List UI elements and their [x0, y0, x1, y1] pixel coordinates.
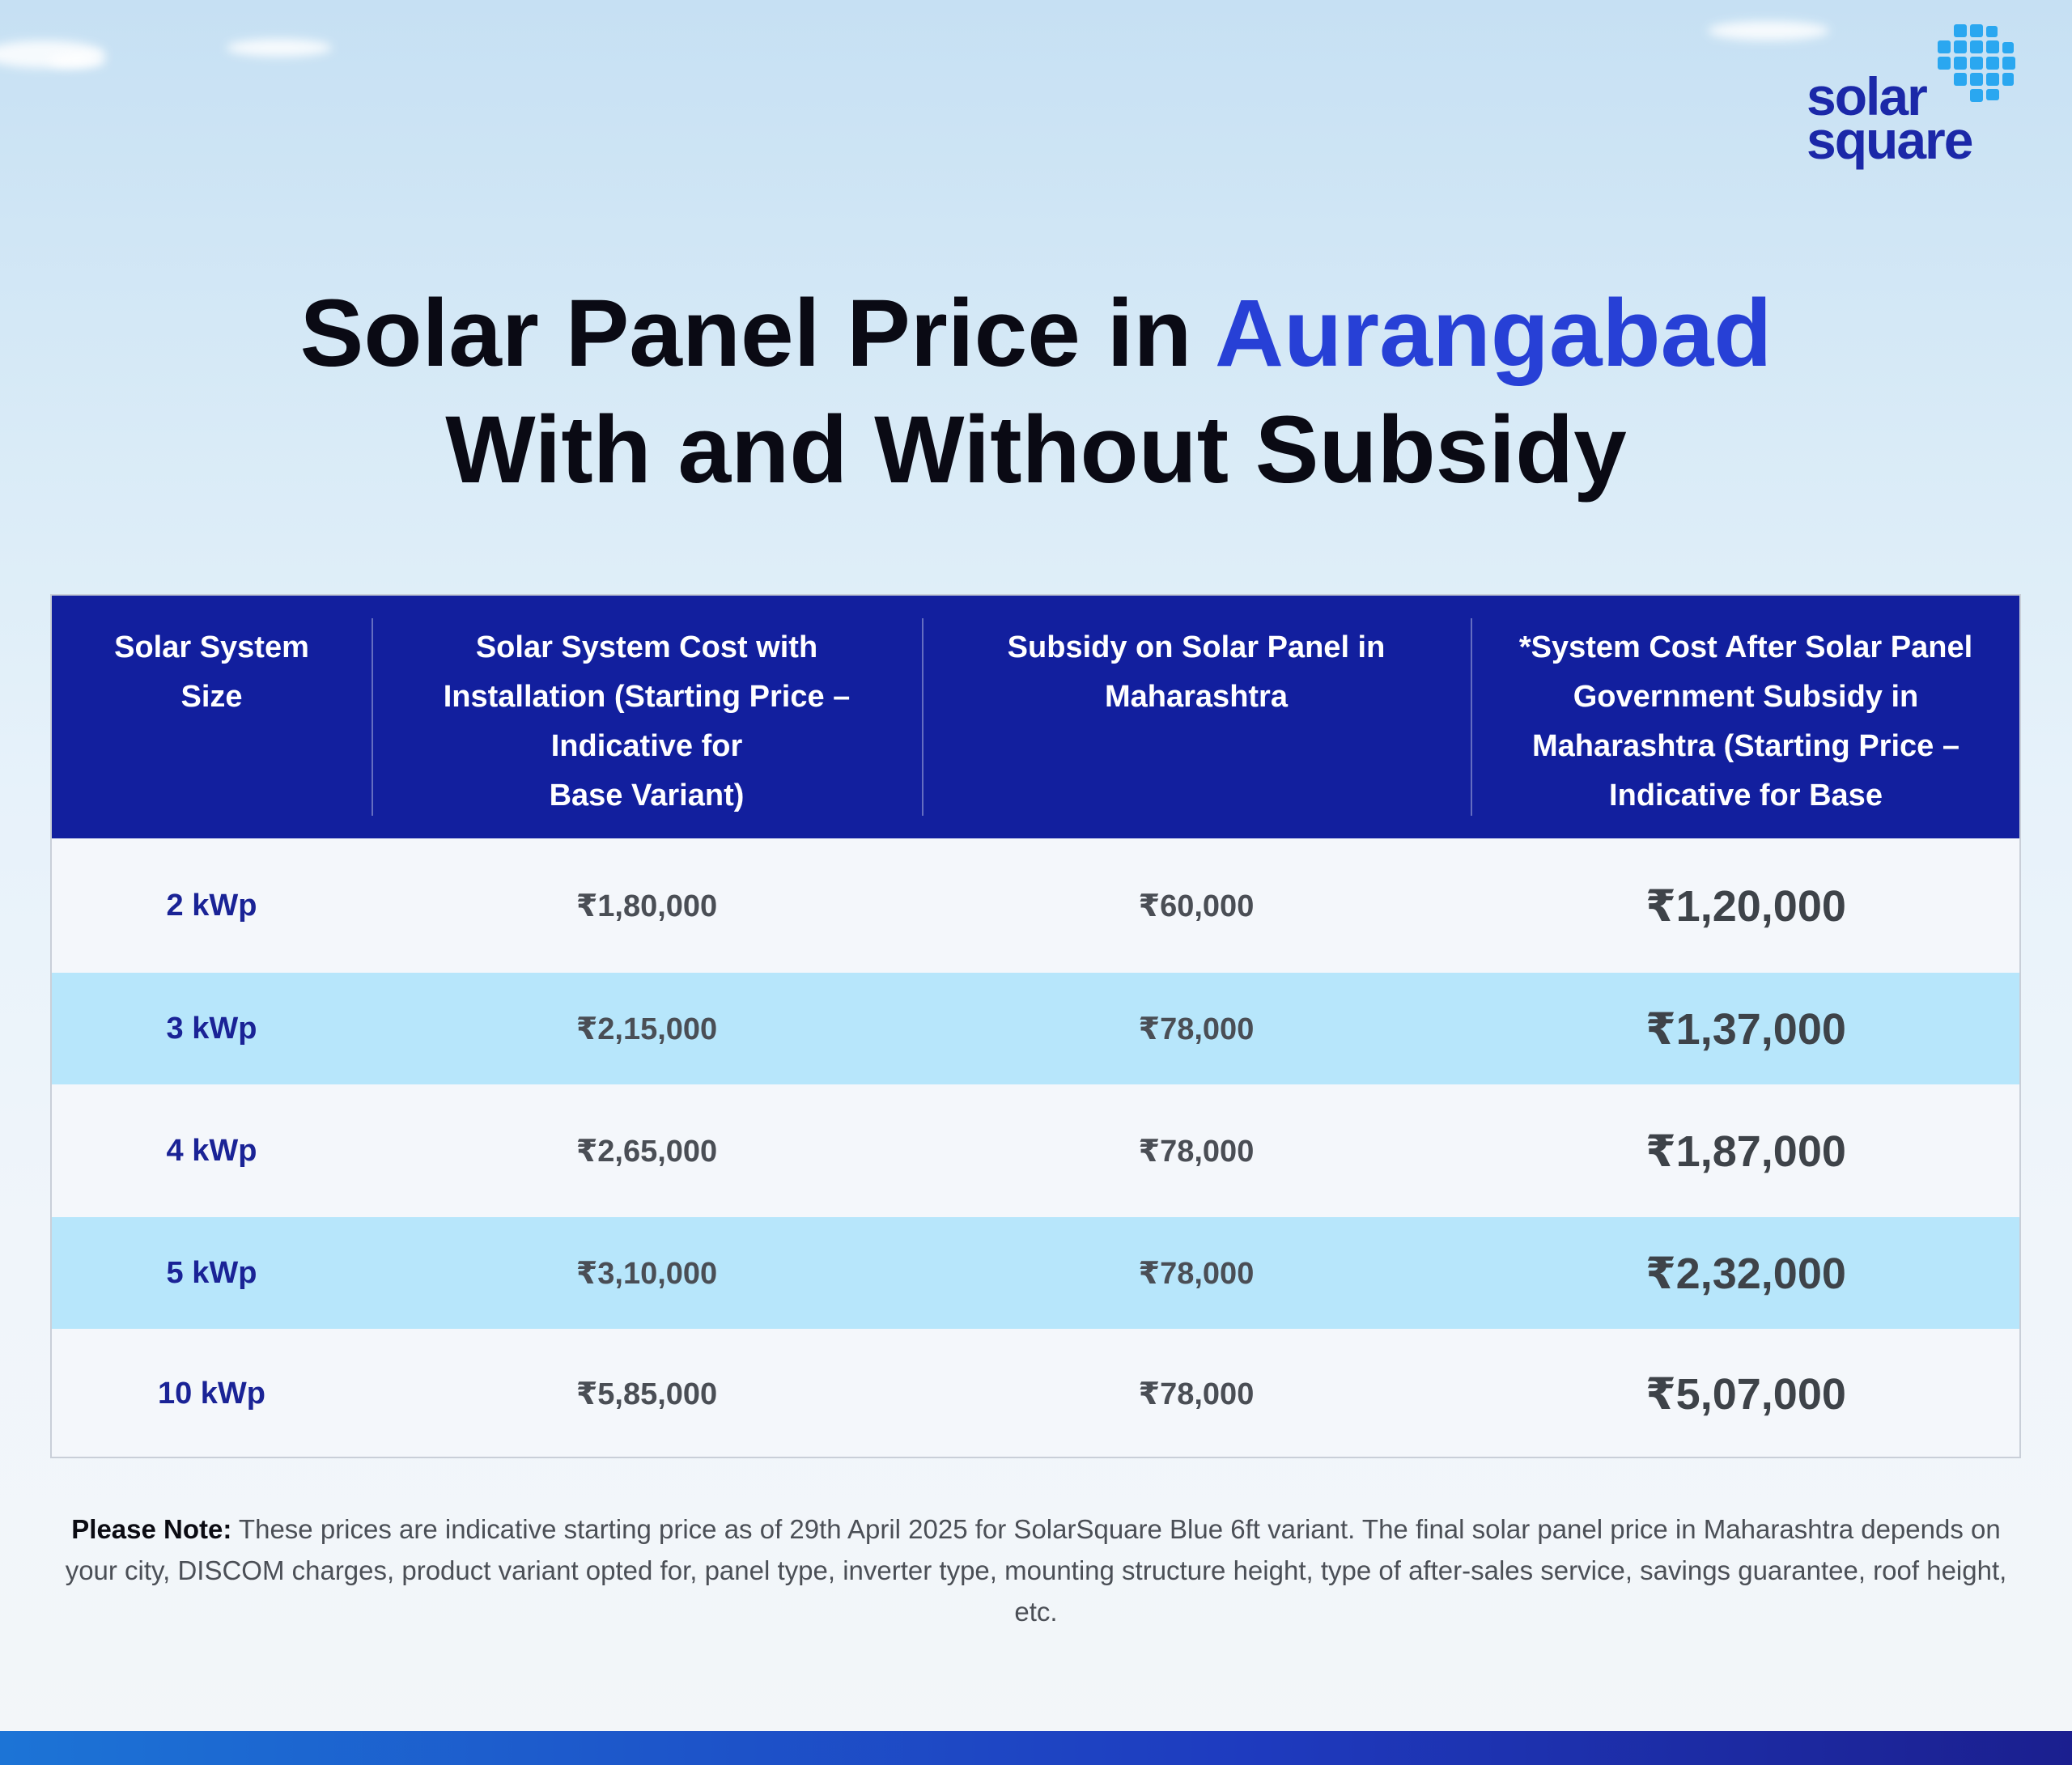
- cell-system-size: 5 kWp: [166, 1255, 257, 1290]
- price-table: Solar System Size Solar System Cost with…: [50, 594, 2021, 1458]
- cell-subsidy: ₹78,000: [1138, 1012, 1255, 1046]
- cell-cost-after-subsidy: ₹5,07,000: [1645, 1369, 1846, 1419]
- disclaimer-note: Please Note: These prices are indicative…: [65, 1508, 2007, 1632]
- title-line1-prefix: Solar Panel Price in: [299, 280, 1215, 387]
- cell-subsidy: ₹60,000: [1138, 889, 1255, 923]
- table-row: 3 kWp ₹2,15,000 ₹78,000 ₹1,37,000: [52, 973, 2019, 1084]
- cell-system-size: 3 kWp: [166, 1011, 257, 1046]
- solarsquare-logo: solar square: [1807, 23, 2017, 172]
- bottom-brand-bar: [0, 1731, 2072, 1765]
- table-header: Solar System Size Solar System Cost with…: [52, 596, 2019, 838]
- header-system-size: Solar System Size: [114, 630, 309, 714]
- cell-cost-after-subsidy: ₹1,37,000: [1645, 1004, 1846, 1054]
- cell-system-size: 2 kWp: [166, 888, 257, 923]
- logo-text-solar: solar: [1807, 66, 1928, 126]
- cell-system-cost: ₹3,10,000: [575, 1256, 718, 1291]
- note-text: These prices are indicative starting pri…: [65, 1514, 2007, 1627]
- cell-system-size: 10 kWp: [157, 1376, 266, 1411]
- cell-system-cost: ₹2,65,000: [575, 1134, 718, 1169]
- cell-system-cost: ₹5,85,000: [575, 1377, 718, 1411]
- table-row: 4 kWp ₹2,65,000 ₹78,000 ₹1,87,000: [52, 1084, 2019, 1217]
- cell-system-cost: ₹2,15,000: [575, 1012, 718, 1046]
- table-row: 5 kWp ₹3,10,000 ₹78,000 ₹2,32,000: [52, 1217, 2019, 1329]
- title-line2: With and Without Subsidy: [445, 397, 1627, 503]
- cell-system-size: 4 kWp: [166, 1133, 257, 1168]
- header-divider: [372, 618, 373, 816]
- cell-cost-after-subsidy: ₹2,32,000: [1645, 1249, 1846, 1298]
- note-label: Please Note:: [71, 1514, 232, 1544]
- solar-grid-icon: [1938, 24, 2015, 102]
- header-divider: [1471, 618, 1472, 816]
- cell-cost-after-subsidy: ₹1,20,000: [1645, 881, 1846, 931]
- cell-subsidy: ₹78,000: [1138, 1134, 1255, 1169]
- title-city: Aurangabad: [1214, 280, 1773, 387]
- logo-text-square: square: [1807, 110, 1973, 170]
- cell-cost-after-subsidy: ₹1,87,000: [1645, 1126, 1846, 1176]
- header-divider: [922, 618, 923, 816]
- table-row: 2 kWp ₹1,80,000 ₹60,000 ₹1,20,000: [52, 838, 2019, 973]
- page-title: Solar Panel Price in Aurangabad With and…: [0, 275, 2072, 508]
- header-subsidy: Subsidy on Solar Panel in Maharashtra: [1007, 630, 1386, 714]
- cell-subsidy: ₹78,000: [1138, 1256, 1255, 1291]
- header-system-cost: Solar System Cost with Installation (Sta…: [443, 630, 851, 812]
- cloud-decoration: [1708, 21, 1829, 40]
- cloud-decoration: [227, 39, 332, 57]
- table-row: 10 kWp ₹5,85,000 ₹78,000 ₹5,07,000: [52, 1329, 2019, 1458]
- cloud-decoration: [49, 53, 105, 68]
- header-cost-after-subsidy: *System Cost After Solar Panel Governmen…: [1518, 630, 1973, 812]
- cell-subsidy: ₹78,000: [1138, 1377, 1255, 1411]
- cell-system-cost: ₹1,80,000: [575, 889, 718, 923]
